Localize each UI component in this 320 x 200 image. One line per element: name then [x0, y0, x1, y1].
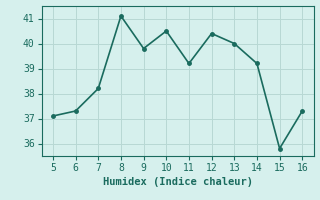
X-axis label: Humidex (Indice chaleur): Humidex (Indice chaleur) — [103, 177, 252, 187]
